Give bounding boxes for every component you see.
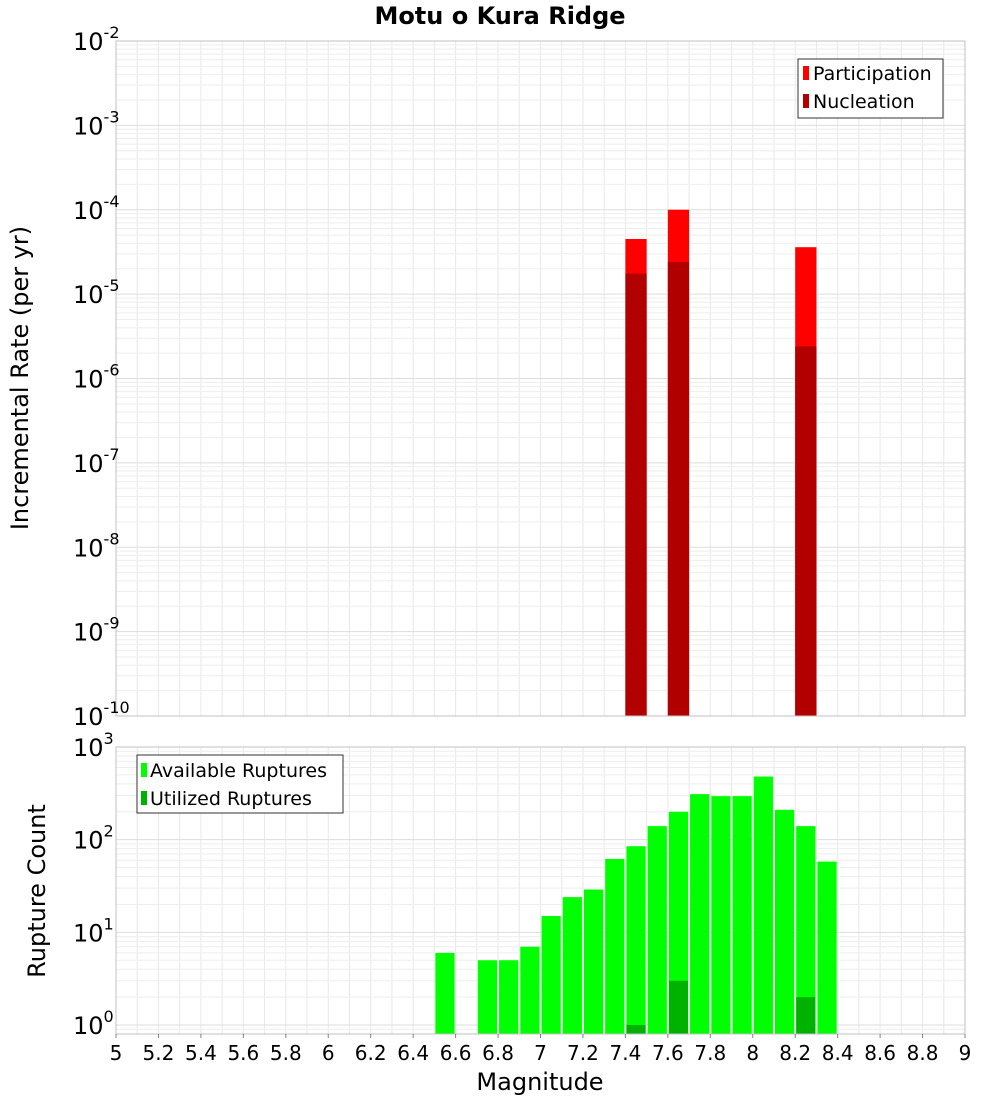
count-bar-series1 bbox=[774, 809, 795, 1034]
rate-gridlines bbox=[115, 40, 966, 717]
rate-y-tick-label: 10-8 bbox=[73, 529, 120, 562]
rate-legend: Participation Nucleation bbox=[797, 58, 944, 119]
x-tick-label: 6 bbox=[322, 1041, 335, 1065]
count-y-tick-label: 102 bbox=[73, 822, 114, 855]
rate-bar-series2 bbox=[667, 262, 690, 716]
rate-bar-series2 bbox=[795, 346, 817, 716]
count-bar-series1 bbox=[817, 861, 837, 1034]
x-tick-label: 7.8 bbox=[694, 1041, 726, 1065]
nucleation-legend-label: Nucleation bbox=[813, 91, 915, 113]
x-tick-label: 8.8 bbox=[907, 1041, 939, 1065]
rate-y-tick-label: 10-9 bbox=[73, 614, 120, 647]
count-bar-series1 bbox=[711, 796, 731, 1034]
x-tick-label: 6.2 bbox=[355, 1041, 387, 1065]
rate-bar-series2 bbox=[625, 273, 647, 716]
x-tick-label: 7.4 bbox=[609, 1041, 641, 1065]
count-y-tick-label: 100 bbox=[73, 1007, 114, 1040]
rate-y-tick-label: 10-6 bbox=[73, 361, 120, 394]
rate-plot-frame bbox=[115, 40, 966, 717]
count-bar-series1 bbox=[499, 960, 519, 1034]
count-bar-series1 bbox=[647, 826, 667, 1034]
count-panel: 100 101 102 103 5 5.2 5.4 5.6 5.8 6 6.2 6.4 6.6 6.8 7… bbox=[23, 729, 971, 1096]
rate-y-ticks: 10-10 10-9 10-8 10-7 10-6 10-5 10-4 10-3 10-2 bbox=[73, 23, 130, 731]
x-tick-label: 7 bbox=[534, 1041, 547, 1065]
rate-y-axis-label: Incremental Rate (per yr) bbox=[6, 226, 34, 530]
x-tick-label: 8.4 bbox=[822, 1041, 854, 1065]
x-axis-label: Magnitude bbox=[476, 1068, 603, 1096]
count-bar-series1 bbox=[541, 916, 561, 1034]
count-bar-series1 bbox=[477, 960, 498, 1034]
count-bar-series1 bbox=[520, 946, 540, 1034]
nucleation-legend-swatch bbox=[803, 94, 809, 108]
count-y-ticks: 100 101 102 103 bbox=[73, 729, 114, 1040]
utilized-legend-swatch bbox=[141, 791, 147, 805]
count-y-axis-label: Rupture Count bbox=[23, 804, 51, 978]
available-legend-label: Available Ruptures bbox=[150, 760, 327, 782]
x-tick-label: 9 bbox=[959, 1041, 972, 1065]
x-tick-label: 5.4 bbox=[185, 1041, 217, 1065]
rate-bars bbox=[625, 209, 817, 716]
participation-legend-swatch bbox=[803, 66, 809, 80]
rate-y-tick-label: 10-7 bbox=[73, 445, 120, 478]
count-bar-series1 bbox=[753, 776, 773, 1034]
x-tick-label: 5.8 bbox=[270, 1041, 302, 1065]
count-y-tick-label: 101 bbox=[73, 914, 114, 947]
count-bar-series1 bbox=[605, 858, 625, 1034]
participation-legend-label: Participation bbox=[813, 63, 932, 85]
x-tick-label: 5 bbox=[110, 1041, 123, 1065]
x-tick-label: 5.6 bbox=[227, 1041, 259, 1065]
count-legend: Available Ruptures Utilized Ruptures bbox=[136, 754, 344, 814]
count-bars bbox=[435, 776, 837, 1034]
count-bar-series1 bbox=[626, 846, 646, 1034]
rate-y-tick-label: 10-4 bbox=[73, 192, 120, 225]
available-legend-swatch bbox=[141, 763, 147, 777]
rate-y-tick-label: 10-5 bbox=[73, 276, 120, 309]
x-tick-label: 8 bbox=[746, 1041, 759, 1065]
rate-y-tick-label: 10-3 bbox=[73, 107, 120, 140]
utilized-legend-label: Utilized Ruptures bbox=[150, 788, 312, 810]
rate-panel: 10-10 10-9 10-8 10-7 10-6 10-5 10-4 10-3 10-2 In… bbox=[6, 23, 966, 731]
count-bar-series2 bbox=[668, 980, 689, 1034]
count-y-tick-label: 103 bbox=[73, 729, 114, 762]
count-bar-series2 bbox=[796, 997, 816, 1034]
chart-title: Motu o Kura Ridge bbox=[374, 2, 625, 30]
count-bar-series1 bbox=[435, 952, 455, 1034]
x-tick-label: 7.2 bbox=[567, 1041, 599, 1065]
count-bar-series1 bbox=[562, 897, 582, 1034]
x-tick-label: 7.6 bbox=[652, 1041, 684, 1065]
x-tick-label: 6.8 bbox=[482, 1041, 514, 1065]
x-tick-label: 6.6 bbox=[440, 1041, 472, 1065]
x-tick-label: 5.2 bbox=[143, 1041, 175, 1065]
count-bar-series2 bbox=[626, 1025, 646, 1034]
x-tick-label: 8.6 bbox=[864, 1041, 896, 1065]
count-bar-series1 bbox=[690, 794, 710, 1034]
rate-legend-box bbox=[797, 58, 944, 119]
x-tick-label: 8.2 bbox=[779, 1041, 811, 1065]
count-legend-box bbox=[136, 754, 344, 814]
magnitude-x-ticks: 5 5.2 5.4 5.6 5.8 6 6.2 6.4 6.6 6.8 7 7.2 7.4 7.6 7.8 8… bbox=[110, 1034, 972, 1065]
count-bar-series1 bbox=[668, 811, 689, 1034]
count-bar-series1 bbox=[732, 796, 752, 1034]
x-tick-label: 6.4 bbox=[397, 1041, 429, 1065]
rate-y-tick-label: 10-10 bbox=[73, 698, 130, 731]
rate-y-tick-label: 10-2 bbox=[73, 23, 120, 56]
count-bar-series1 bbox=[583, 889, 604, 1034]
count-bar-series1 bbox=[796, 826, 816, 1034]
